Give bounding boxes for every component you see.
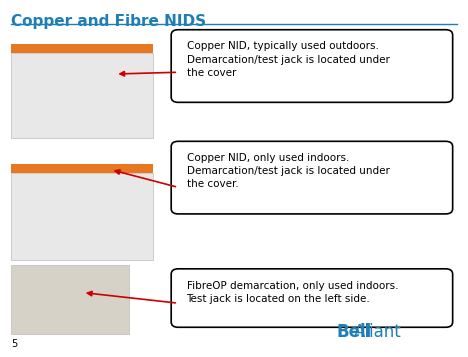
FancyBboxPatch shape <box>11 265 129 335</box>
Text: Bell: Bell <box>336 323 372 341</box>
FancyBboxPatch shape <box>11 173 153 260</box>
FancyBboxPatch shape <box>11 44 153 53</box>
Text: FibreOP demarcation, only used indoors.
Test jack is located on the left side.: FibreOP demarcation, only used indoors. … <box>187 281 398 304</box>
FancyBboxPatch shape <box>11 53 153 138</box>
Text: Aliant: Aliant <box>353 323 402 341</box>
FancyBboxPatch shape <box>171 30 453 102</box>
FancyBboxPatch shape <box>171 141 453 214</box>
FancyBboxPatch shape <box>11 164 153 173</box>
Text: Copper NID, typically used outdoors.
Demarcation/test jack is located under
the : Copper NID, typically used outdoors. Dem… <box>187 41 389 78</box>
FancyBboxPatch shape <box>171 269 453 327</box>
Text: 5: 5 <box>11 338 17 348</box>
Text: Copper NID, only used indoors.
Demarcation/test jack is located under
the cover.: Copper NID, only used indoors. Demarcati… <box>187 153 389 190</box>
Text: Copper and Fibre NIDS: Copper and Fibre NIDS <box>11 14 206 29</box>
